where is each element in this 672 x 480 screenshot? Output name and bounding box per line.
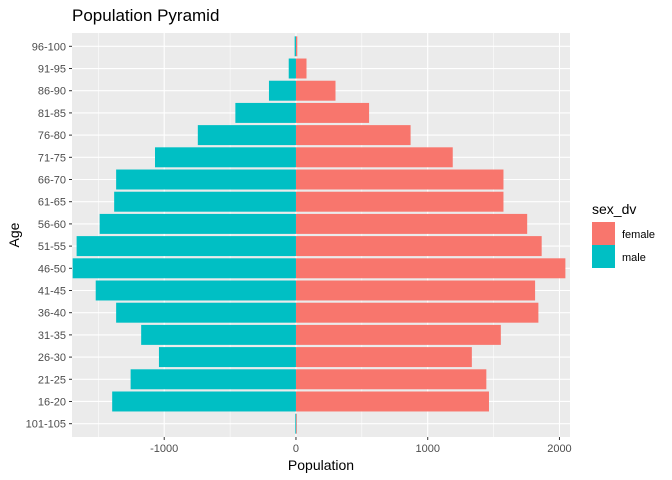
bar-female-66-70 — [295, 169, 504, 190]
y-tick-label: 56-60 — [38, 219, 66, 231]
y-tick-label: 21-25 — [38, 374, 66, 386]
bar-male-46-50 — [72, 258, 296, 279]
bar-female-46-50 — [295, 258, 566, 279]
bar-female-26-30 — [295, 347, 472, 368]
y-tick-label: 76-80 — [38, 130, 66, 142]
bar-male-41-45 — [95, 280, 296, 301]
bar-male-96-100 — [294, 36, 296, 57]
legend-title: sex_dv — [592, 201, 636, 217]
bar-female-16-20 — [295, 391, 489, 412]
bar-female-96-100 — [295, 36, 298, 57]
x-tick-label: 1000 — [415, 443, 439, 455]
bar-male-61-65 — [114, 191, 296, 212]
legend-key-female — [592, 222, 615, 245]
bar-male-56-60 — [99, 213, 296, 234]
bar-female-51-55 — [295, 236, 542, 257]
y-tick-label: 31-35 — [38, 330, 66, 342]
y-tick-label: 71-75 — [38, 152, 66, 164]
bar-male-26-30 — [158, 347, 296, 368]
y-tick-label: 96-100 — [32, 41, 66, 53]
bar-male-36-40 — [116, 302, 296, 323]
bar-female-71-75 — [295, 147, 453, 168]
bar-male-101-105 — [295, 413, 297, 434]
bar-male-71-75 — [155, 147, 296, 168]
legend-label-male: male — [622, 252, 646, 264]
legend-label-female: female — [622, 229, 655, 241]
bar-male-91-95 — [288, 58, 296, 79]
y-tick-label: 61-65 — [38, 197, 66, 209]
bar-female-36-40 — [295, 302, 539, 323]
bar-female-91-95 — [295, 58, 307, 79]
y-axis-title: Age — [6, 222, 22, 247]
bars — [72, 36, 566, 434]
y-tick-label: 66-70 — [38, 175, 66, 187]
bar-male-51-55 — [76, 236, 296, 257]
bar-female-41-45 — [295, 280, 536, 301]
bar-male-86-90 — [268, 80, 296, 101]
x-tick-label: -1000 — [150, 443, 178, 455]
bar-male-81-85 — [235, 102, 296, 123]
x-axis-ticks: -1000 0 1000 2000 — [150, 437, 572, 455]
y-axis-ticks: 101-105 16-20 21-25 26-30 31-35 36-40 41-45 46-… — [26, 41, 72, 431]
x-tick-label: 0 — [293, 443, 299, 455]
bar-male-21-25 — [130, 369, 296, 390]
bar-female-31-35 — [295, 324, 501, 345]
bar-female-81-85 — [295, 102, 370, 123]
y-tick-label: 36-40 — [38, 308, 66, 320]
y-tick-label: 86-90 — [38, 86, 66, 98]
bar-female-61-65 — [295, 191, 504, 212]
x-axis-title: Population — [288, 457, 354, 473]
bar-female-56-60 — [295, 213, 528, 234]
x-tick-label: 2000 — [547, 443, 571, 455]
y-tick-label: 41-45 — [38, 285, 66, 297]
y-tick-label: 91-95 — [38, 64, 66, 76]
y-tick-label: 16-20 — [38, 396, 66, 408]
y-tick-label: 81-85 — [38, 108, 66, 120]
y-tick-label: 46-50 — [38, 263, 66, 275]
legend: sex_dv female male — [592, 201, 655, 268]
y-tick-label: 101-105 — [26, 419, 66, 431]
y-tick-label: 26-30 — [38, 352, 66, 364]
bar-female-86-90 — [295, 80, 336, 101]
chart-title: Population Pyramid — [72, 6, 219, 25]
y-tick-label: 51-55 — [38, 241, 66, 253]
bar-female-76-80 — [295, 125, 411, 146]
bar-male-31-35 — [141, 324, 296, 345]
bar-female-101-105 — [295, 413, 297, 434]
bar-female-21-25 — [295, 369, 487, 390]
bar-male-66-70 — [116, 169, 296, 190]
bar-male-76-80 — [197, 125, 296, 146]
bar-male-16-20 — [112, 391, 296, 412]
legend-key-male — [592, 245, 615, 268]
